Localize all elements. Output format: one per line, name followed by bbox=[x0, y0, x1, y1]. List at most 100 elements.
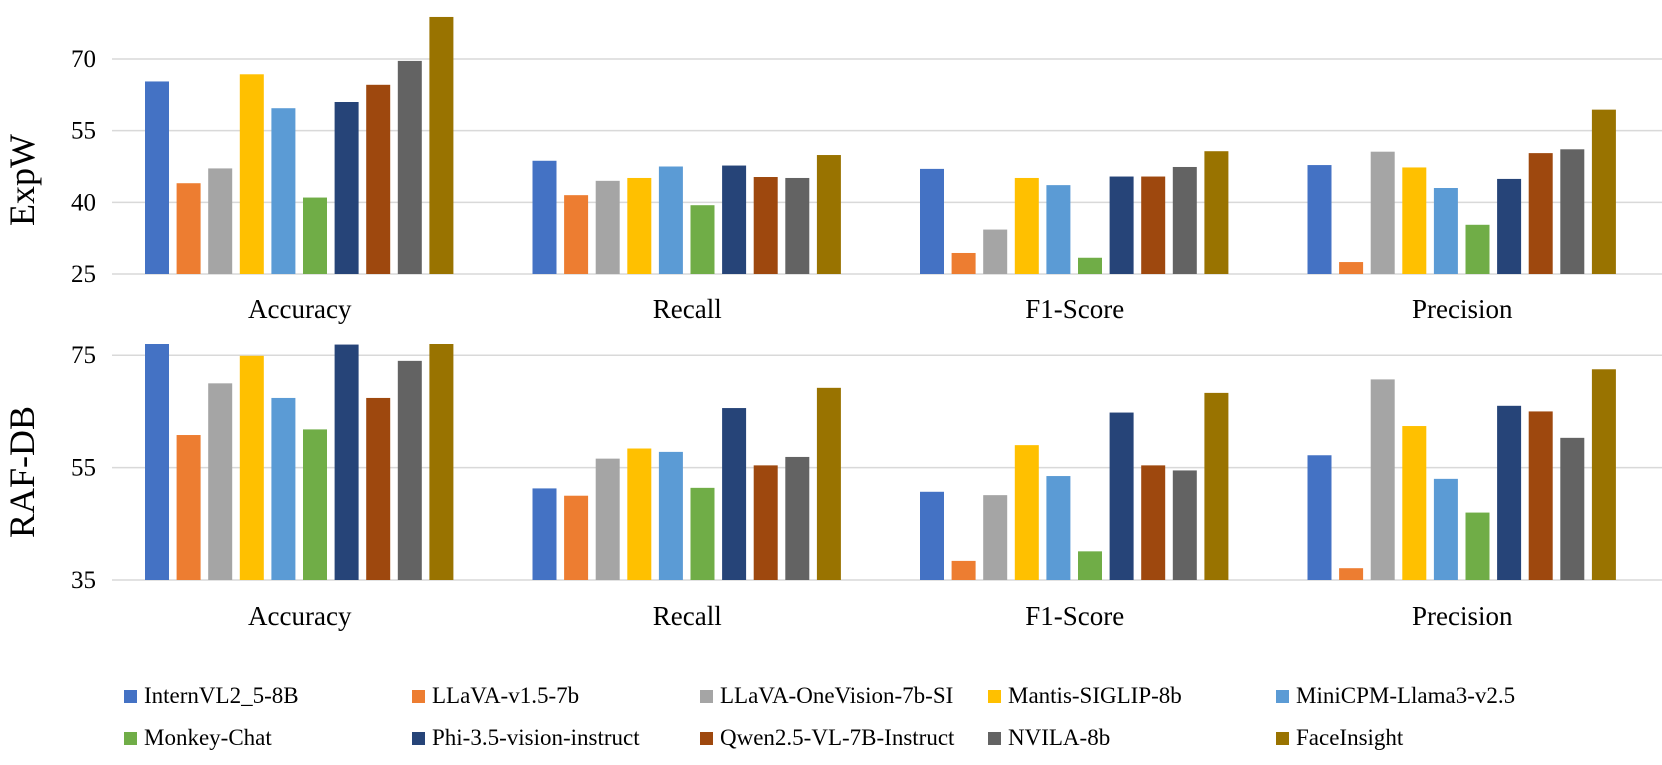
panel-0: 25 40 55 70 ExpW Accuracy Recall F1-Score Precis… bbox=[2, 16, 1662, 324]
bar bbox=[1497, 178, 1522, 274]
bar bbox=[690, 205, 715, 274]
bar bbox=[753, 465, 778, 580]
bar bbox=[1141, 465, 1166, 580]
bar bbox=[627, 177, 652, 274]
bar bbox=[1591, 369, 1616, 580]
legend-label: MiniCPM-Llama3-v2.5 bbox=[1296, 683, 1516, 708]
legend-swatch bbox=[988, 689, 1001, 703]
bar bbox=[816, 155, 841, 274]
y-tick-label: 70 bbox=[71, 46, 96, 73]
legend-label: NVILA-8b bbox=[1008, 725, 1111, 750]
bar bbox=[1172, 470, 1197, 580]
bar bbox=[429, 344, 454, 580]
bar bbox=[208, 383, 233, 580]
bar bbox=[303, 429, 327, 580]
panel-1: 35 55 75 RAF-DB Accuracy Recall F1-Score Precis… bbox=[2, 342, 1662, 631]
bar bbox=[983, 495, 1008, 580]
legend-item: LLaVA-OneVision-7b-SI bbox=[700, 683, 953, 709]
bar bbox=[1046, 476, 1071, 580]
bar bbox=[951, 252, 976, 274]
legend-label: Monkey-Chat bbox=[144, 725, 272, 750]
x-category-label: Accuracy bbox=[248, 294, 352, 324]
bar bbox=[208, 168, 233, 274]
bar bbox=[1141, 176, 1166, 274]
bar bbox=[429, 16, 454, 274]
legend-item: Monkey-Chat bbox=[124, 725, 272, 751]
bar bbox=[1014, 177, 1039, 274]
legend-swatch bbox=[124, 689, 137, 703]
bar bbox=[532, 160, 557, 274]
x-category-label: F1-Score bbox=[1025, 294, 1124, 324]
bar bbox=[1560, 149, 1585, 274]
chart-legend: InternVL2_5-8B LLaVA-v1.5-7b LLaVA-OneVisi… bbox=[0, 680, 1662, 765]
legend-label: FaceInsight bbox=[1296, 725, 1404, 750]
y-tick-label: 25 bbox=[71, 261, 96, 288]
bar bbox=[595, 180, 620, 274]
bar bbox=[722, 408, 747, 580]
bar bbox=[1528, 411, 1553, 580]
bar bbox=[532, 488, 557, 580]
bar bbox=[690, 487, 715, 580]
bar bbox=[595, 458, 620, 580]
bar bbox=[816, 387, 841, 580]
bar bbox=[1109, 412, 1134, 580]
bar bbox=[1014, 445, 1039, 580]
bar bbox=[1465, 512, 1490, 580]
bar bbox=[1465, 224, 1490, 274]
bar bbox=[1528, 153, 1553, 274]
x-category-label: Recall bbox=[653, 601, 722, 631]
legend-swatch bbox=[412, 689, 425, 703]
bar bbox=[564, 495, 589, 580]
legend-label: Qwen2.5-VL-7B-Instruct bbox=[720, 725, 955, 750]
bar bbox=[658, 166, 683, 274]
legend-item: Qwen2.5-VL-7B-Instruct bbox=[700, 725, 954, 751]
bar bbox=[366, 84, 391, 274]
legend-swatch bbox=[412, 731, 425, 745]
y-tick-label: 55 bbox=[71, 455, 96, 482]
legend-item: LLaVA-v1.5-7b bbox=[412, 683, 579, 709]
legend-label: Mantis-SIGLIP-8b bbox=[1008, 683, 1182, 708]
panel-label: ExpW bbox=[2, 134, 42, 226]
legend-label: LLaVA-v1.5-7b bbox=[432, 683, 580, 708]
bar bbox=[785, 177, 810, 274]
bar bbox=[1204, 151, 1229, 274]
bar bbox=[239, 355, 264, 580]
bar bbox=[271, 397, 296, 580]
bar bbox=[983, 229, 1008, 274]
bar bbox=[1370, 379, 1395, 580]
bar bbox=[334, 102, 359, 274]
legend-swatch bbox=[700, 689, 713, 703]
bar bbox=[1339, 568, 1364, 580]
legend-label: Phi-3.5-vision-instruct bbox=[432, 725, 640, 750]
legend-swatch bbox=[1276, 689, 1289, 703]
x-category-label: Precision bbox=[1412, 294, 1513, 324]
bar bbox=[334, 344, 359, 580]
legend-item: MiniCPM-Llama3-v2.5 bbox=[1276, 683, 1515, 709]
bar bbox=[1078, 551, 1102, 580]
legend-swatch bbox=[988, 731, 1001, 745]
bar bbox=[920, 491, 944, 580]
bar bbox=[1433, 478, 1458, 580]
bar bbox=[722, 165, 747, 274]
bar bbox=[1046, 185, 1071, 274]
x-category-label: Accuracy bbox=[248, 601, 352, 631]
bar bbox=[303, 197, 327, 274]
bar bbox=[1370, 151, 1395, 274]
bar bbox=[1204, 392, 1229, 580]
bar bbox=[1497, 405, 1522, 580]
legend-item: Mantis-SIGLIP-8b bbox=[988, 683, 1182, 709]
bar bbox=[1109, 176, 1134, 274]
bar bbox=[1307, 165, 1332, 274]
y-tick-label: 40 bbox=[71, 189, 96, 216]
bar bbox=[753, 177, 778, 274]
legend-item: InternVL2_5-8B bbox=[124, 683, 299, 709]
bar bbox=[239, 74, 264, 275]
x-category-label: F1-Score bbox=[1025, 601, 1124, 631]
bar bbox=[397, 60, 422, 275]
bar bbox=[366, 397, 391, 580]
bar bbox=[176, 183, 201, 274]
legend-swatch bbox=[124, 731, 137, 745]
bar bbox=[1402, 426, 1427, 580]
legend-item: Phi-3.5-vision-instruct bbox=[412, 725, 640, 751]
